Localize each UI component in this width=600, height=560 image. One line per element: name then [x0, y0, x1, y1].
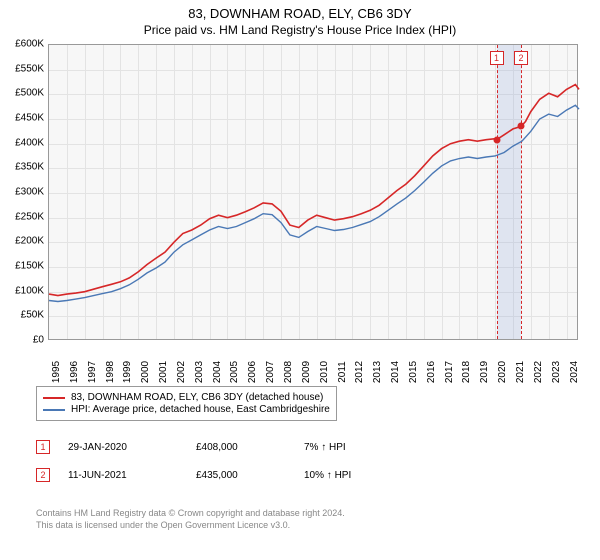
y-axis-label: £250K — [4, 211, 44, 222]
x-axis-label: 2022 — [533, 361, 544, 383]
legend-item: HPI: Average price, detached house, East… — [43, 404, 330, 415]
y-axis-label: £50K — [4, 310, 44, 321]
x-axis-label: 2004 — [212, 361, 223, 383]
x-axis-label: 2010 — [319, 361, 330, 383]
sale-record-marker: 2 — [36, 468, 50, 482]
x-axis-label: 2017 — [444, 361, 455, 383]
y-axis-label: £100K — [4, 285, 44, 296]
y-axis-label: £400K — [4, 137, 44, 148]
y-axis-label: £550K — [4, 63, 44, 74]
x-axis-label: 2015 — [408, 361, 419, 383]
x-axis-label: 2000 — [140, 361, 151, 383]
series-line-price_paid — [49, 85, 579, 296]
x-axis-label: 2003 — [194, 361, 205, 383]
chart-subtitle: Price paid vs. HM Land Registry's House … — [0, 21, 600, 41]
sale-record-pct: 10% ↑ HPI — [304, 470, 351, 481]
x-axis-label: 2016 — [426, 361, 437, 383]
legend-box: 83, DOWNHAM ROAD, ELY, CB6 3DY (detached… — [36, 386, 337, 421]
x-axis-label: 1995 — [51, 361, 62, 383]
x-axis-label: 2020 — [497, 361, 508, 383]
x-axis-label: 1998 — [105, 361, 116, 383]
y-axis-label: £300K — [4, 187, 44, 198]
sale-record-date: 11-JUN-2021 — [68, 470, 178, 481]
sale-record-price: £435,000 — [196, 470, 286, 481]
x-axis-label: 2008 — [283, 361, 294, 383]
x-axis-label: 2007 — [265, 361, 276, 383]
x-axis-label: 2019 — [479, 361, 490, 383]
chart-title: 83, DOWNHAM ROAD, ELY, CB6 3DY — [0, 0, 600, 21]
sale-record-price: £408,000 — [196, 442, 286, 453]
x-axis-label: 2023 — [551, 361, 562, 383]
footer-text: Contains HM Land Registry data © Crown c… — [36, 508, 345, 531]
x-axis-label: 2012 — [354, 361, 365, 383]
x-axis-label: 1999 — [122, 361, 133, 383]
y-axis-label: £0 — [4, 335, 44, 346]
legend-item: 83, DOWNHAM ROAD, ELY, CB6 3DY (detached… — [43, 392, 330, 403]
x-axis-label: 2006 — [247, 361, 258, 383]
legend-label: HPI: Average price, detached house, East… — [71, 404, 330, 415]
y-axis-label: £200K — [4, 236, 44, 247]
x-axis-label: 1997 — [87, 361, 98, 383]
y-axis-label: £450K — [4, 113, 44, 124]
x-axis-label: 2009 — [301, 361, 312, 383]
y-axis-label: £600K — [4, 39, 44, 50]
sale-record-row: 2 11-JUN-2021 £435,000 10% ↑ HPI — [36, 468, 351, 482]
footer-line2: This data is licensed under the Open Gov… — [36, 520, 345, 532]
x-axis-label: 2018 — [461, 361, 472, 383]
chart-container: { "title": "83, DOWNHAM ROAD, ELY, CB6 3… — [0, 0, 600, 560]
sale-record-pct: 7% ↑ HPI — [304, 442, 346, 453]
y-axis-label: £150K — [4, 261, 44, 272]
x-axis-label: 2014 — [390, 361, 401, 383]
x-axis-label: 2013 — [372, 361, 383, 383]
legend-swatch — [43, 397, 65, 399]
chart-lines — [49, 45, 577, 339]
footer-line1: Contains HM Land Registry data © Crown c… — [36, 508, 345, 520]
x-axis-label: 2024 — [569, 361, 580, 383]
series-line-hpi — [49, 105, 579, 301]
plot-area: 12 — [48, 44, 578, 340]
y-axis-label: £500K — [4, 88, 44, 99]
x-axis-label: 2001 — [158, 361, 169, 383]
legend-label: 83, DOWNHAM ROAD, ELY, CB6 3DY (detached… — [71, 392, 323, 403]
x-axis-label: 2021 — [515, 361, 526, 383]
y-axis-label: £350K — [4, 162, 44, 173]
legend-swatch — [43, 409, 65, 411]
sale-record-date: 29-JAN-2020 — [68, 442, 178, 453]
x-axis-label: 2002 — [176, 361, 187, 383]
x-axis-label: 1996 — [69, 361, 80, 383]
x-axis-label: 2005 — [229, 361, 240, 383]
x-axis-label: 2011 — [337, 361, 348, 383]
sale-record-row: 1 29-JAN-2020 £408,000 7% ↑ HPI — [36, 440, 346, 454]
sale-record-marker: 1 — [36, 440, 50, 454]
